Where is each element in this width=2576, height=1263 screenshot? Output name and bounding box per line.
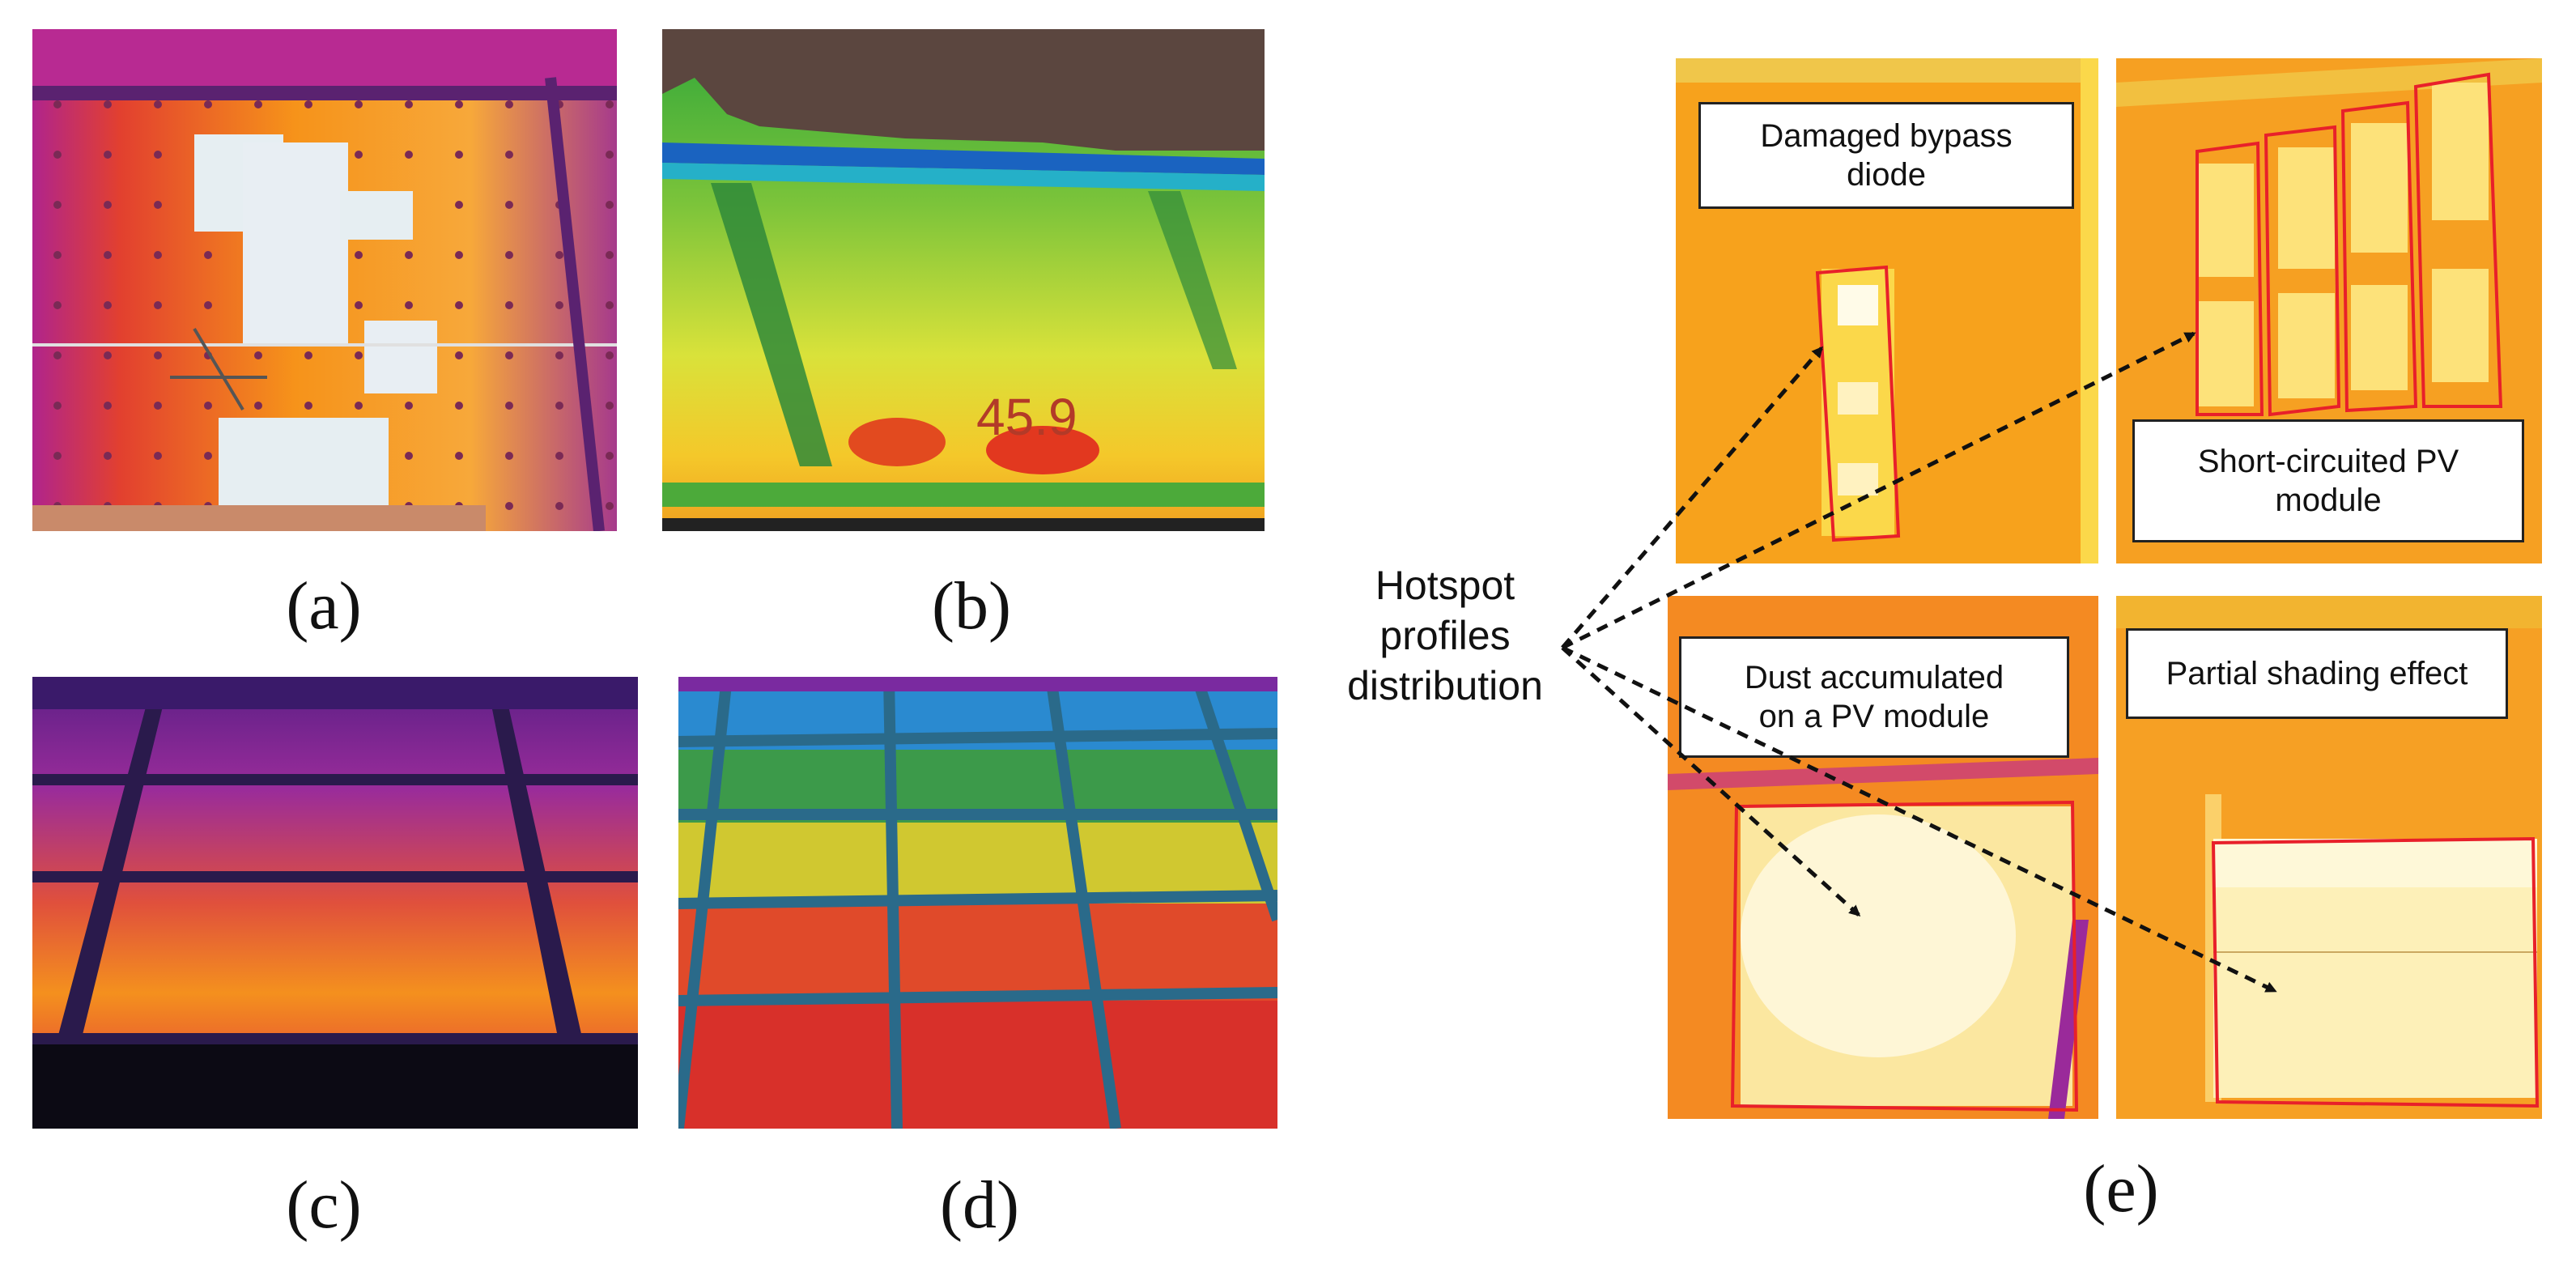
temperature-reading: 45.9 (976, 388, 1078, 446)
hotspot-label-line-3: distribution (1347, 663, 1543, 708)
label-damaged-bypass-diode: Damaged bypass diode (1698, 102, 2074, 209)
label-partial-shading: Partial shading effect (2126, 628, 2508, 719)
label-dust-accumulated: Dust accumulated on a PV module (1679, 636, 2069, 758)
hotspot-label-line-2: profiles (1379, 613, 1511, 658)
hotspot-label-line-1: Hotspot (1375, 563, 1515, 608)
thermal-image-c (32, 677, 638, 1129)
caption-d: (d) (940, 1167, 1019, 1243)
caption-e: (e) (2083, 1151, 2159, 1227)
caption-b: (b) (932, 568, 1011, 644)
label-short-circuited-module: Short-circuited PV module (2132, 419, 2524, 542)
caption-c: (c) (286, 1167, 362, 1243)
thermal-image-a (32, 29, 617, 531)
caption-a: (a) (286, 568, 362, 644)
thermal-image-b: 45.9 (662, 29, 1265, 531)
hotspot-profiles-label: Hotspot profiles distribution (1328, 560, 1562, 711)
thermal-image-d (678, 677, 1277, 1129)
